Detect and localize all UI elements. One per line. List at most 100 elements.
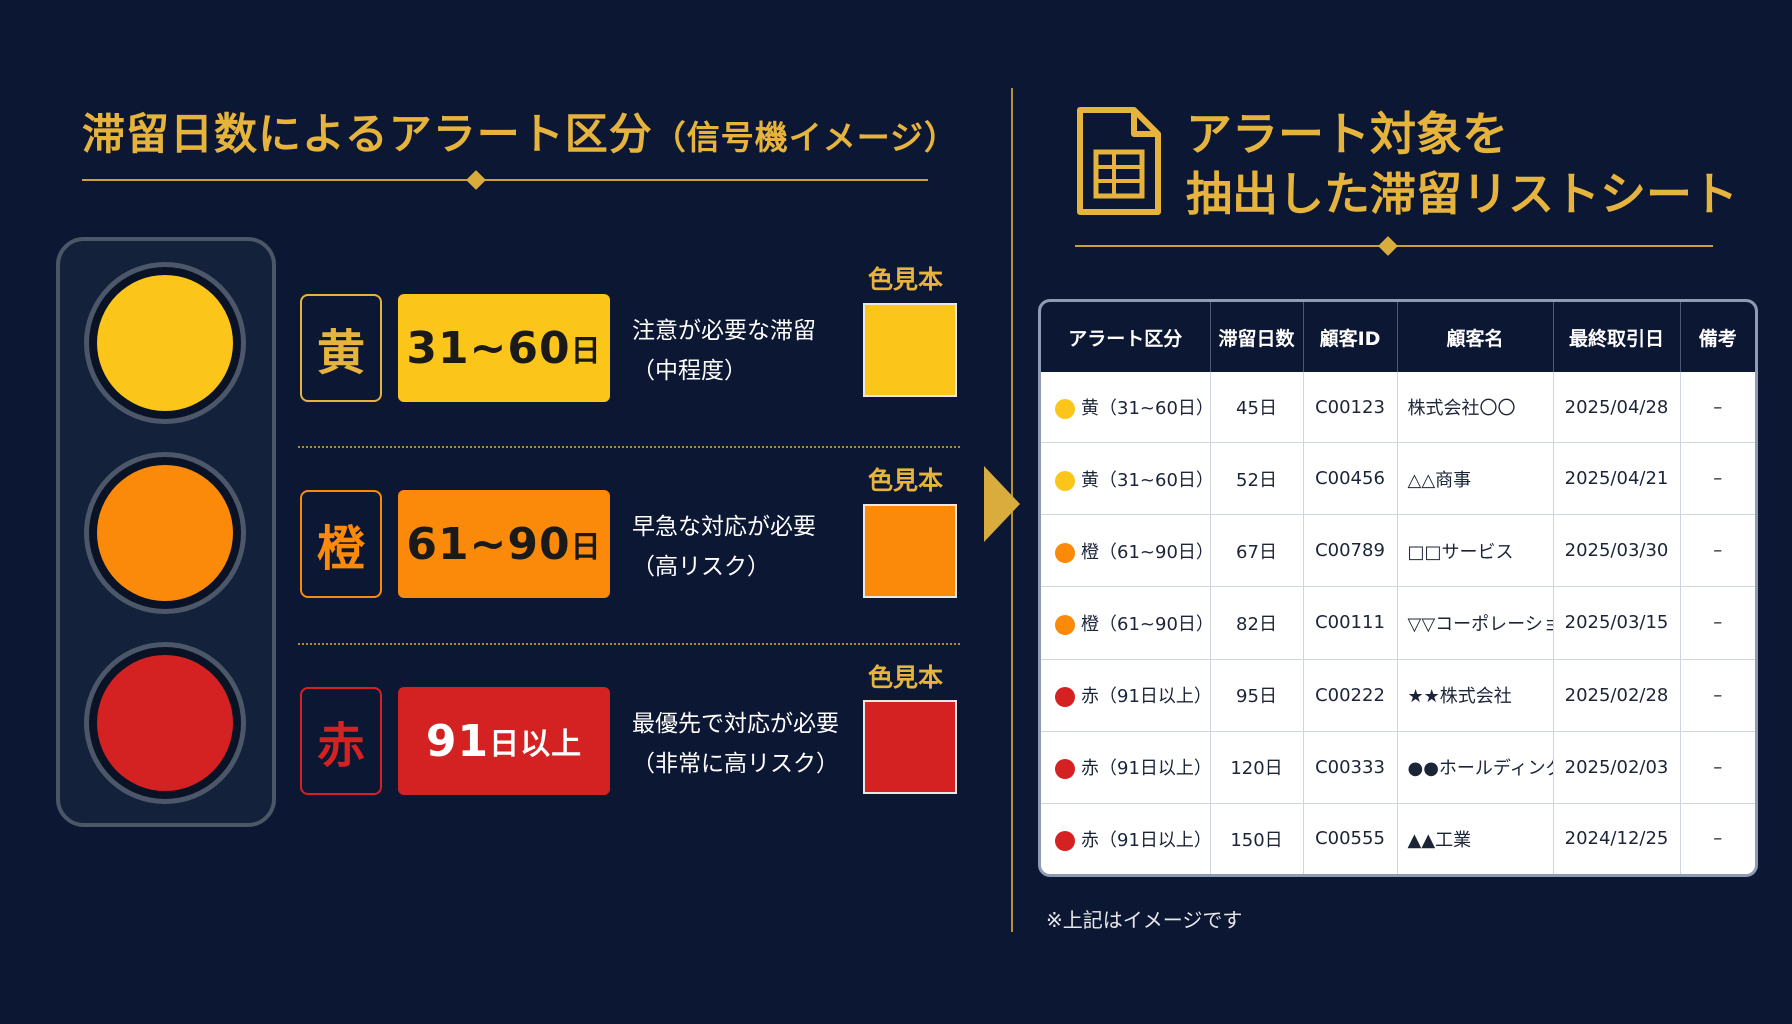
cell-days: 45日	[1210, 372, 1304, 444]
cell-note-text: –	[1713, 756, 1723, 778]
cell-customer-id: C00456	[1303, 442, 1398, 516]
description-line1: 早急な対応が必要	[632, 514, 816, 540]
range-number: 91	[425, 715, 490, 767]
cell-customer-id: C00123	[1303, 372, 1398, 444]
left-title: 滞留日数によるアラート区分（信号機イメージ）	[82, 100, 958, 162]
cell-note-text: –	[1713, 828, 1723, 850]
cell-note-text: –	[1713, 684, 1723, 706]
cell-customer-id: C00333	[1303, 731, 1398, 804]
cell-category: 黄（31~60日）	[1041, 442, 1211, 516]
traffic-light-yellow	[84, 262, 246, 424]
range-badge-yellow: 31~60 日	[398, 294, 610, 402]
color-swatch-yellow	[863, 303, 957, 397]
cell-note: –	[1680, 659, 1755, 732]
cell-note: –	[1680, 803, 1755, 874]
footnote: ※上記はイメージです	[1046, 908, 1243, 932]
traffic-light-red	[84, 642, 246, 804]
cell-customer-name-text: ●●ホールディングス	[1407, 758, 1553, 780]
cell-last-date: 2025/03/15	[1553, 586, 1681, 660]
description-red: 最優先で対応が必要 （非常に高リスク）	[632, 704, 839, 784]
table-header-row: アラート区分 滞留日数 顧客ID 顧客名 最終取引日 備考	[1041, 302, 1755, 372]
cell-days: 120日	[1210, 731, 1304, 804]
cell-category: 黄（31~60日）	[1041, 372, 1211, 444]
cell-category-text: 黄（31~60日）	[1081, 469, 1210, 491]
cell-last-date: 2025/04/21	[1553, 442, 1681, 516]
right-title-line2: 抽出した滞留リストシート	[1186, 167, 1738, 221]
table-row: 黄（31~60日） 45日 C00123 株式会社〇〇 2025/04/28 –	[1041, 372, 1755, 444]
cell-days-text: 52日	[1236, 469, 1277, 491]
status-dot-icon	[1055, 830, 1075, 851]
column-header-customer-name: 顧客名	[1397, 302, 1554, 372]
cell-note: –	[1680, 514, 1755, 588]
column-header-last-date: 最終取引日	[1553, 302, 1681, 372]
cell-customer-name-text: ▲▲工業	[1407, 829, 1472, 851]
cell-days-text: 45日	[1236, 398, 1277, 420]
cell-last-date: 2025/02/28	[1553, 659, 1681, 732]
description-line1: 最優先で対応が必要	[632, 711, 839, 737]
left-title-sub: （信号機イメージ）	[652, 118, 959, 157]
cell-days: 95日	[1210, 659, 1304, 732]
cell-note: –	[1680, 442, 1755, 516]
status-dot-icon	[1055, 542, 1075, 563]
right-title-diamond	[1378, 236, 1398, 256]
column-header-category: アラート区分	[1041, 302, 1211, 372]
description-line2: （高リスク）	[632, 554, 770, 580]
cell-customer-name-text: ▽▽コーポレーション	[1407, 613, 1553, 635]
cell-customer-id-text: C00111	[1315, 612, 1385, 634]
status-dot-icon	[1055, 614, 1075, 635]
cell-days: 52日	[1210, 442, 1304, 516]
cell-category: 赤（91日以上）	[1041, 659, 1211, 732]
cell-last-date: 2025/02/03	[1553, 731, 1681, 804]
description-orange: 早急な対応が必要 （高リスク）	[632, 507, 816, 587]
cell-category: 橙（61~90日）	[1041, 586, 1211, 660]
cell-note: –	[1680, 731, 1755, 804]
cell-category-text: 赤（91日以上）	[1081, 829, 1210, 851]
left-title-diamond	[466, 170, 486, 190]
description-line2: （中程度）	[632, 358, 747, 384]
cell-category: 橙（61~90日）	[1041, 514, 1211, 588]
description-line2: （非常に高リスク）	[632, 751, 839, 777]
range-unit: 日	[570, 334, 602, 369]
traffic-light-orange	[84, 452, 246, 614]
cell-last-date-text: 2025/03/15	[1564, 612, 1669, 634]
cell-days-text: 120日	[1230, 758, 1283, 780]
cell-customer-name: ▲▲工業	[1397, 803, 1554, 874]
cell-customer-id: C00222	[1303, 659, 1398, 732]
range-unit: 日	[570, 530, 602, 565]
cell-customer-id-text: C00555	[1315, 828, 1385, 850]
alert-tag-orange: 橙	[300, 490, 382, 598]
cell-note: –	[1680, 372, 1755, 444]
cell-category: 赤（91日以上）	[1041, 803, 1211, 874]
cell-customer-id: C00555	[1303, 803, 1398, 874]
cell-days-text: 95日	[1236, 686, 1277, 708]
cell-customer-id-text: C00333	[1315, 756, 1385, 778]
table-row: 赤（91日以上） 95日 C00222 ★★株式会社 2025/02/28 –	[1041, 659, 1755, 732]
cell-days-text: 67日	[1236, 541, 1277, 563]
cell-last-date: 2025/03/30	[1553, 514, 1681, 588]
spreadsheet-document-icon	[1076, 106, 1162, 220]
cell-category-text: 橙（61~90日）	[1081, 541, 1210, 563]
range-number: 31~60	[406, 322, 571, 374]
swatch-label: 色見本	[868, 466, 944, 495]
range-number: 61~90	[406, 518, 571, 570]
cell-customer-id-text: C00789	[1315, 540, 1385, 562]
column-header-note: 備考	[1680, 302, 1755, 372]
cell-customer-name-text: △△商事	[1407, 469, 1472, 491]
cell-customer-name: 株式会社〇〇	[1397, 372, 1554, 444]
column-header-days: 滞留日数	[1210, 302, 1304, 372]
cell-days: 82日	[1210, 586, 1304, 660]
left-title-underline	[82, 179, 928, 181]
cell-note-text: –	[1713, 396, 1723, 418]
cell-customer-id-text: C00456	[1315, 468, 1385, 490]
description-yellow: 注意が必要な滞留 （中程度）	[632, 311, 816, 391]
cell-customer-id-text: C00123	[1315, 396, 1385, 418]
table-row: 橙（61~90日） 82日 C00111 ▽▽コーポレーション 2025/03/15 –	[1041, 586, 1755, 660]
left-title-main: 滞留日数によるアラート区分	[82, 110, 653, 160]
cell-customer-id-text: C00222	[1315, 684, 1385, 706]
cell-customer-name-text: ★★株式会社	[1407, 686, 1512, 708]
cell-customer-name: ★★株式会社	[1397, 659, 1554, 732]
arrow-right-icon	[984, 466, 1020, 542]
table-row: 赤（91日以上） 120日 C00333 ●●ホールディングス 2025/02/03 –	[1041, 731, 1755, 804]
cell-note: –	[1680, 586, 1755, 660]
cell-customer-name: □□サービス	[1397, 514, 1554, 588]
